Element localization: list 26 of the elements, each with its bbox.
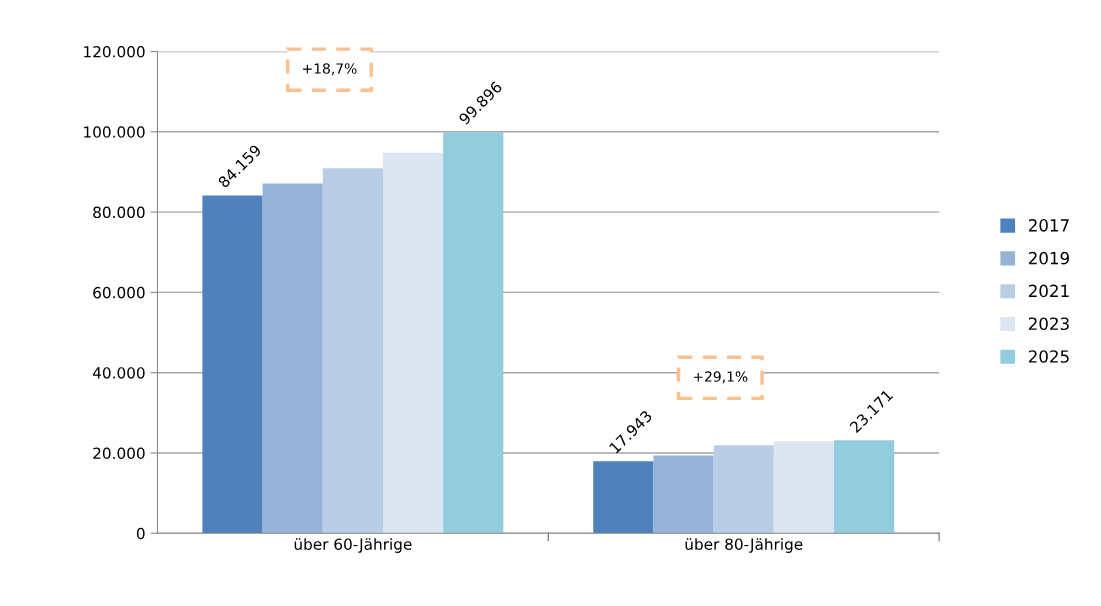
y-tick-label: 80.000 — [93, 206, 145, 219]
legend-label: 2023 — [1028, 317, 1069, 331]
annotation: +29,1% — [693, 371, 748, 384]
legend-label: 2021 — [1028, 284, 1069, 298]
legend-label: 2017 — [1028, 219, 1069, 232]
legend-label: 2019 — [1028, 251, 1069, 265]
bar — [773, 441, 835, 534]
bar — [443, 132, 504, 534]
y-tick-label: 100.000 — [84, 126, 145, 138]
bar — [202, 195, 263, 534]
y-tick-label: 60.000 — [93, 286, 145, 299]
x-tick-label: über 80-Jährige — [685, 538, 803, 553]
bar — [322, 168, 383, 534]
bar — [713, 445, 774, 534]
bar — [593, 461, 654, 534]
legend-label: 2025 — [1028, 350, 1069, 363]
bar — [834, 440, 895, 534]
x-tick-label: über 60-Jährige — [294, 538, 412, 553]
bar — [262, 183, 323, 534]
bar — [653, 455, 714, 534]
bar — [382, 152, 444, 534]
y-tick-label: 120.000 — [84, 45, 145, 58]
annotation: +18,7% — [303, 63, 357, 76]
y-tick-label: 20.000 — [93, 447, 145, 460]
y-tick-label: 0 — [136, 527, 145, 540]
y-tick-label: 40.000 — [92, 367, 145, 379]
